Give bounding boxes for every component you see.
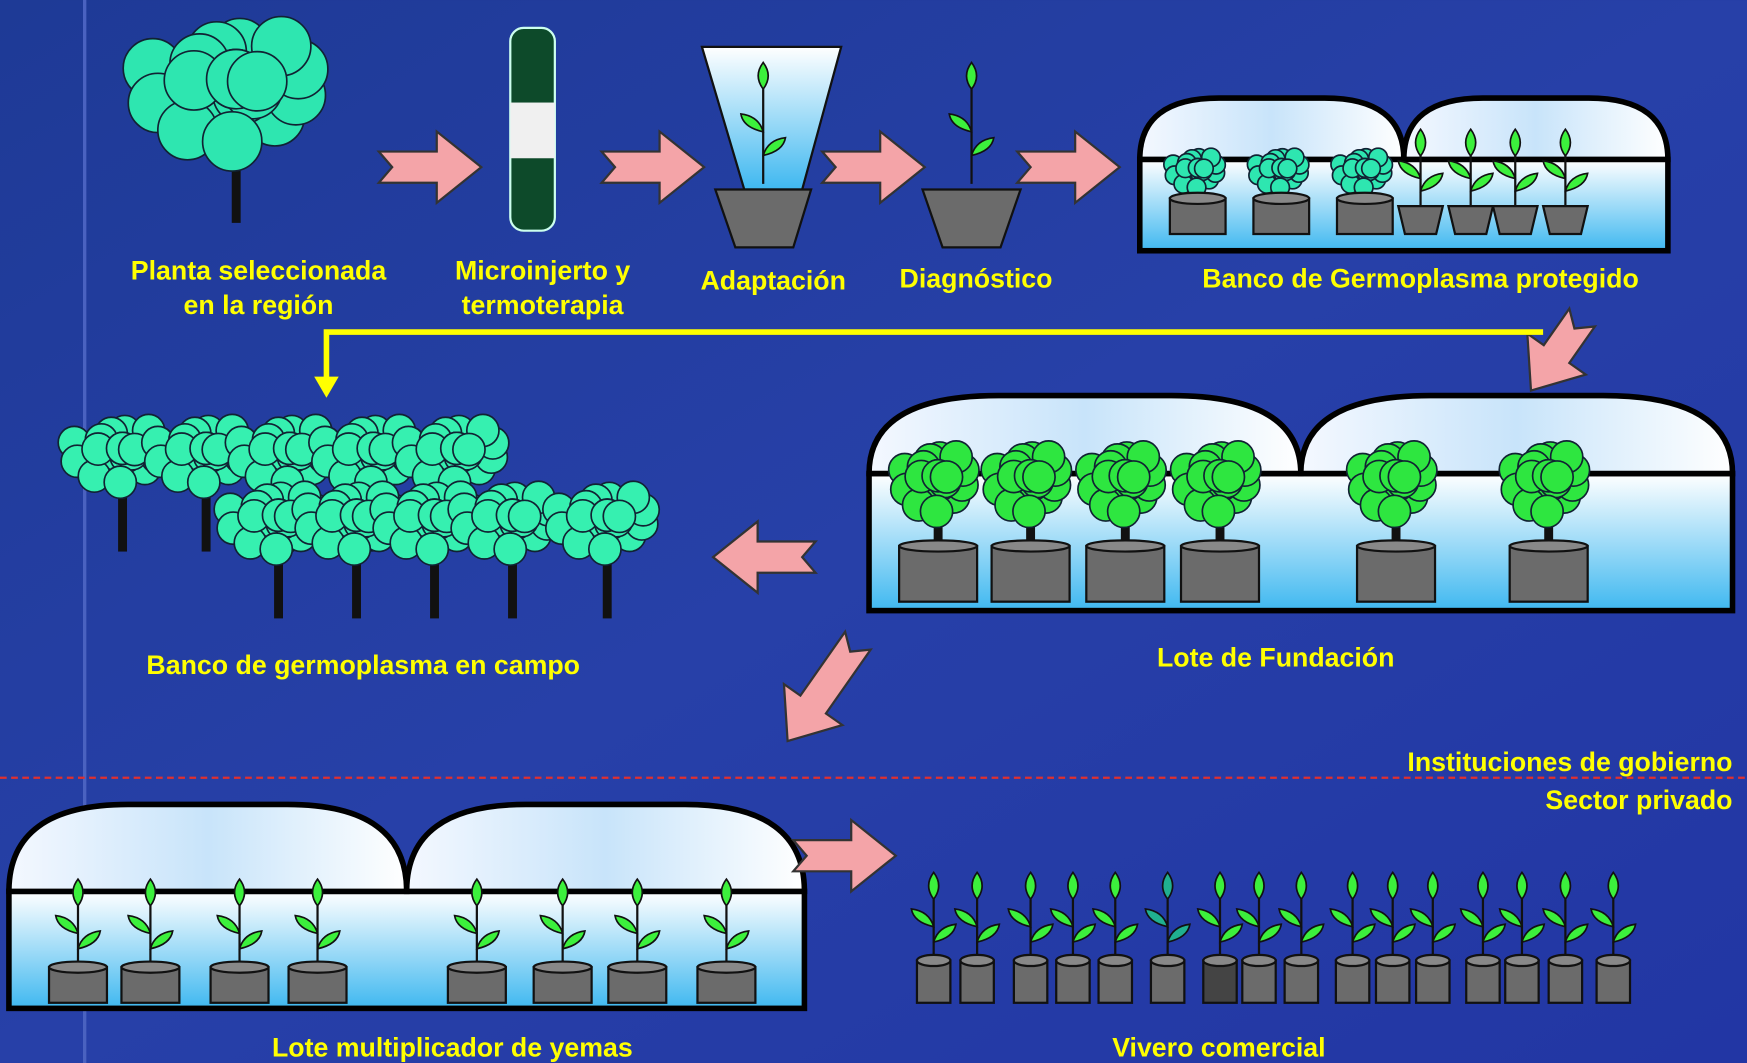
pot-rim: [1014, 955, 1047, 966]
pot-rim: [1203, 955, 1236, 966]
pot-rim: [121, 962, 179, 973]
pot: [1086, 546, 1164, 602]
foliage: [1108, 495, 1140, 527]
pot-rim: [1597, 955, 1630, 966]
step-label: en la región: [184, 290, 334, 320]
foliage: [1541, 461, 1573, 493]
pot-rim: [211, 962, 269, 973]
foliage: [930, 461, 962, 493]
pot: [1357, 546, 1435, 602]
pot-rim: [1056, 955, 1089, 966]
foliage: [509, 500, 541, 532]
pot-rim: [289, 962, 347, 973]
greenhouse-roof: [9, 804, 407, 891]
pot-rim: [534, 962, 592, 973]
pot-rim: [697, 962, 755, 973]
pot-rim: [960, 955, 993, 966]
pot-rim: [1376, 955, 1409, 966]
pot: [1448, 206, 1493, 234]
step-label: termoterapia: [462, 290, 625, 320]
pot-rim: [917, 955, 950, 966]
pot-rim: [1336, 955, 1369, 966]
sector-label: Sector privado: [1545, 785, 1732, 815]
foliage: [104, 466, 136, 498]
step-label: Banco de germoplasma en campo: [146, 650, 580, 680]
pot: [899, 546, 977, 602]
foliage: [1278, 159, 1297, 178]
pot: [1398, 206, 1443, 234]
pot: [1493, 206, 1538, 234]
foliage: [188, 466, 220, 498]
step-label: Planta seleccionada: [131, 256, 388, 286]
pot-rim: [1549, 955, 1582, 966]
foliage: [603, 500, 635, 532]
pot-rim: [1416, 955, 1449, 966]
foliage: [338, 533, 370, 565]
pot-rim: [608, 962, 666, 973]
pot-rim: [1505, 955, 1538, 966]
foliage: [203, 112, 262, 171]
foliage: [1362, 159, 1381, 178]
step-label: Diagnóstico: [900, 263, 1053, 293]
pot-rim: [448, 962, 506, 973]
pot-rim: [899, 540, 977, 551]
pot: [1510, 546, 1588, 602]
foliage: [494, 533, 526, 565]
greenhouse-roof: [407, 804, 805, 891]
greenhouse-roof: [1404, 98, 1668, 159]
pot-rim: [1086, 540, 1164, 551]
step-label: Adaptación: [700, 266, 845, 296]
pot-rim: [1151, 955, 1184, 966]
pot-rim: [1285, 955, 1318, 966]
step-label: Vivero comercial: [1112, 1032, 1325, 1062]
pot-rim: [1099, 955, 1132, 966]
page: {"steps":[ {"lines":["Planta seleccionad…: [0, 0, 1747, 1063]
pot: [1543, 206, 1588, 234]
pot-rim: [49, 962, 107, 973]
foliage: [1388, 461, 1420, 493]
pot-rim: [1253, 193, 1309, 204]
pot-rim: [1337, 193, 1393, 204]
foliage: [1023, 461, 1055, 493]
foliage: [1013, 495, 1045, 527]
foliage: [1118, 461, 1150, 493]
graft-band: [510, 103, 555, 159]
pot-rim: [1466, 955, 1499, 966]
foliage: [1212, 461, 1244, 493]
step-label: Microinjerto y: [455, 256, 630, 286]
step-label: Banco de Germoplasma protegido: [1202, 263, 1639, 293]
sector-label: Instituciones de gobierno: [1407, 747, 1732, 777]
pot: [1181, 546, 1259, 602]
foliage: [228, 52, 287, 111]
pot-rim: [1242, 955, 1275, 966]
foliage: [920, 495, 952, 527]
pot-rim: [1170, 193, 1226, 204]
foliage: [1195, 159, 1214, 178]
foliage: [1202, 495, 1234, 527]
pot-rim: [1510, 540, 1588, 551]
foliage: [1531, 495, 1563, 527]
foliage: [589, 533, 621, 565]
pot-rim: [992, 540, 1070, 551]
pot-rim: [1357, 540, 1435, 551]
pot-rim: [1181, 540, 1259, 551]
step-label: Lote de Fundación: [1157, 642, 1395, 672]
foliage: [453, 433, 485, 465]
foliage: [260, 533, 292, 565]
step-label: Lote multiplicador de yemas: [272, 1032, 633, 1062]
foliage: [416, 533, 448, 565]
pot: [992, 546, 1070, 602]
diagram: Planta seleccionada en la región Microin…: [0, 0, 1747, 1063]
foliage: [1378, 495, 1410, 527]
